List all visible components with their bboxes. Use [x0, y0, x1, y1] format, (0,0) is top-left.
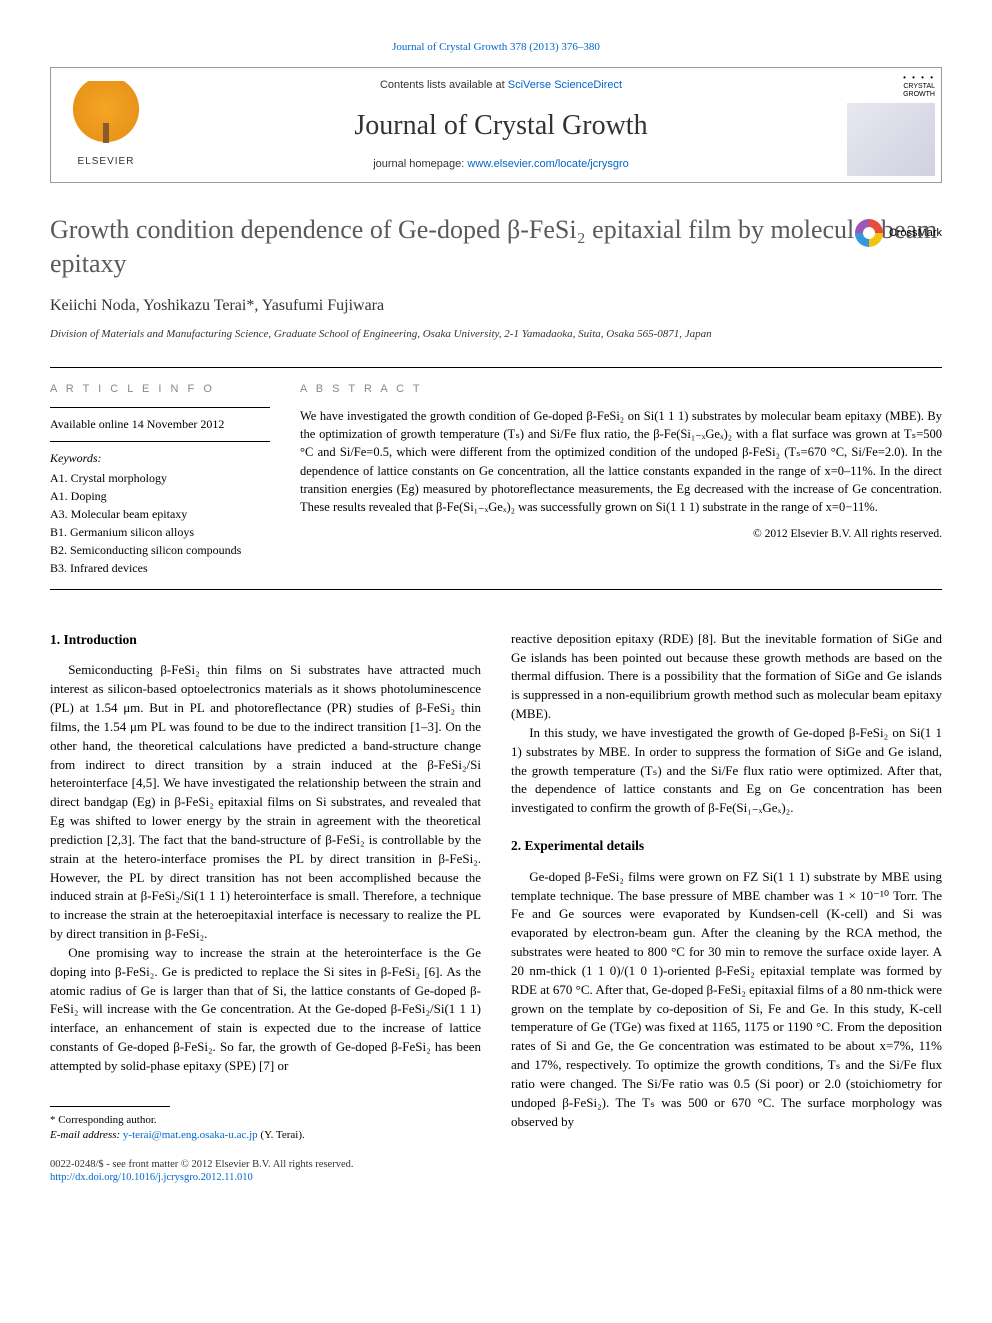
keyword-item: B2. Semiconducting silicon compounds: [50, 541, 270, 559]
masthead-center: Contents lists available at SciVerse Sci…: [161, 68, 841, 182]
cover-title-2: GROWTH: [847, 91, 935, 99]
sciencedirect-link[interactable]: SciVerse ScienceDirect: [508, 79, 622, 91]
keywords-label: Keywords:: [50, 450, 270, 467]
experimental-heading: 2. Experimental details: [511, 836, 942, 856]
available-online: Available online 14 November 2012: [50, 416, 270, 433]
homepage-prefix: journal homepage:: [373, 158, 467, 170]
crossmark-icon: [855, 219, 883, 247]
intro-para-1: Semiconducting β-FeSi₂ thin films on Si …: [50, 661, 481, 944]
elsevier-tree-icon: [71, 81, 141, 151]
homepage-link[interactable]: www.elsevier.com/locate/jcrysgro: [467, 158, 628, 170]
doi-link[interactable]: http://dx.doi.org/10.1016/j.jcrysgro.201…: [50, 1172, 253, 1183]
col2-para-1: reactive deposition epitaxy (RDE) [8]. B…: [511, 630, 942, 724]
keyword-item: A1. Doping: [50, 487, 270, 505]
corresponding-author: * Corresponding author.: [50, 1113, 481, 1128]
elsevier-logo[interactable]: ELSEVIER: [51, 68, 161, 182]
abstract-copyright: © 2012 Elsevier B.V. All rights reserved…: [300, 526, 942, 542]
intro-heading: 1. Introduction: [50, 630, 481, 650]
cover-image: [847, 103, 935, 177]
journal-cover: • • • • CRYSTAL GROWTH: [841, 68, 941, 182]
intro-para-2: One promising way to increase the strain…: [50, 944, 481, 1076]
front-matter: 0022-0248/$ - see front matter © 2012 El…: [50, 1158, 481, 1172]
keyword-item: B3. Infrared devices: [50, 559, 270, 577]
email-label: E-mail address:: [50, 1129, 123, 1141]
abstract-text: We have investigated the growth conditio…: [300, 407, 942, 516]
abstract-label: A B S T R A C T: [300, 382, 942, 397]
keywords-list: A1. Crystal morphology A1. Doping A3. Mo…: [50, 469, 270, 577]
abstract-column: A B S T R A C T We have investigated the…: [300, 382, 942, 577]
keyword-item: A3. Molecular beam epitaxy: [50, 505, 270, 523]
email-name: (Y. Terai).: [258, 1129, 305, 1141]
body-column-right: reactive deposition epitaxy (RDE) [8]. B…: [511, 630, 942, 1185]
keyword-item: A1. Crystal morphology: [50, 469, 270, 487]
contents-prefix: Contents lists available at: [380, 79, 508, 91]
author-email-link[interactable]: y-terai@mat.eng.osaka-u.ac.jp: [123, 1129, 258, 1141]
article-info-label: A R T I C L E I N F O: [50, 382, 270, 397]
journal-name: Journal of Crystal Growth: [161, 106, 841, 145]
crossmark-label: CrossMark: [889, 226, 942, 241]
masthead: ELSEVIER Contents lists available at Sci…: [50, 67, 942, 183]
article-info-column: A R T I C L E I N F O Available online 1…: [50, 382, 270, 577]
experimental-para-1: Ge-doped β-FeSi₂ films were grown on FZ …: [511, 868, 942, 1132]
citation-link[interactable]: Journal of Crystal Growth 378 (2013) 376…: [392, 41, 600, 53]
body-column-left: 1. Introduction Semiconducting β-FeSi₂ t…: [50, 630, 481, 1185]
crossmark-badge[interactable]: CrossMark: [855, 219, 942, 247]
affiliation: Division of Materials and Manufacturing …: [50, 327, 942, 342]
cover-title-1: CRYSTAL: [847, 83, 935, 91]
citation-header: Journal of Crystal Growth 378 (2013) 376…: [50, 40, 942, 55]
cover-dots-icon: • • • •: [847, 74, 935, 83]
article-title: Growth condition dependence of Ge-doped …: [50, 213, 942, 281]
col2-para-2: In this study, we have investigated the …: [511, 724, 942, 818]
keyword-item: B1. Germanium silicon alloys: [50, 523, 270, 541]
elsevier-label: ELSEVIER: [78, 155, 135, 169]
authors: Keiichi Noda, Yoshikazu Terai*, Yasufumi…: [50, 295, 942, 317]
